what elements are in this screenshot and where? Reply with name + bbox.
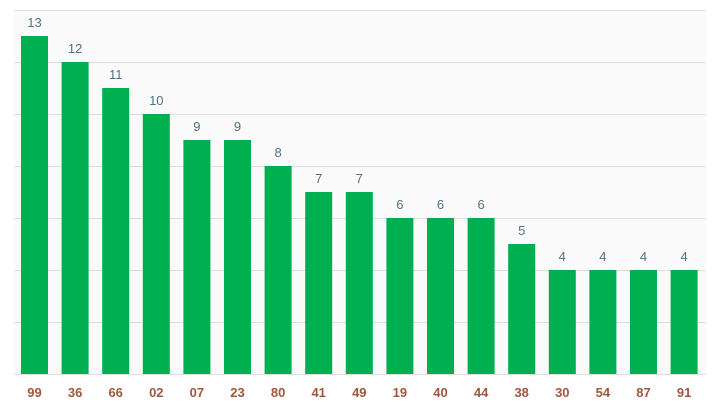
data-label-38: 5	[518, 223, 525, 238]
data-label-19: 6	[396, 197, 403, 212]
x-tick-label-99: 99	[27, 385, 41, 400]
x-tick-label-91: 91	[677, 385, 691, 400]
data-label-36: 12	[68, 41, 82, 56]
x-tick-label-40: 40	[433, 385, 447, 400]
x-tick-label-02: 02	[149, 385, 163, 400]
data-label-07: 9	[193, 119, 200, 134]
data-label-44: 6	[477, 197, 484, 212]
bar-02	[142, 114, 170, 374]
x-tick-label-87: 87	[636, 385, 650, 400]
bar-87	[630, 270, 657, 374]
x-tick-label-80: 80	[271, 385, 285, 400]
data-labels: 13 12 11 10 9 9 8 7 7 6 6 6 5 4 4 4 4	[27, 15, 687, 264]
bar-41	[305, 192, 333, 374]
x-axis-labels: 99 36 66 02 07 23 80 41 49 19 40 44 38 30 54 87 91	[27, 385, 691, 400]
data-label-99: 13	[27, 15, 41, 30]
data-label-87: 4	[640, 249, 647, 264]
x-tick-label-07: 07	[190, 385, 204, 400]
data-label-41: 7	[315, 171, 322, 186]
x-tick-label-66: 66	[108, 385, 122, 400]
bar-19	[386, 218, 414, 374]
x-tick-label-54: 54	[596, 385, 611, 400]
bar-23	[224, 140, 251, 374]
data-label-80: 8	[274, 145, 281, 160]
x-tick-label-36: 36	[68, 385, 82, 400]
x-tick-label-23: 23	[230, 385, 244, 400]
bar-99	[21, 36, 48, 374]
x-tick-label-44: 44	[474, 385, 489, 400]
data-label-91: 4	[680, 249, 687, 264]
data-label-49: 7	[356, 171, 363, 186]
data-label-66: 11	[109, 67, 123, 82]
bar-07	[183, 140, 211, 374]
bar-49	[345, 192, 373, 374]
x-tick-label-49: 49	[352, 385, 366, 400]
bar-66	[102, 88, 130, 374]
x-tick-label-38: 38	[514, 385, 528, 400]
x-tick-label-41: 41	[311, 385, 325, 400]
data-label-40: 6	[437, 197, 444, 212]
x-tick-label-19: 19	[393, 385, 407, 400]
bar-30	[548, 270, 576, 374]
bar-80	[264, 166, 292, 374]
bars	[21, 36, 698, 374]
data-label-23: 9	[234, 119, 241, 134]
bar-38	[508, 244, 536, 374]
bar-36	[61, 62, 89, 374]
data-label-02: 10	[149, 93, 163, 108]
data-label-54: 4	[599, 249, 606, 264]
data-label-30: 4	[559, 249, 566, 264]
x-tick-label-30: 30	[555, 385, 569, 400]
bar-54	[589, 270, 617, 374]
bar-40	[427, 218, 454, 374]
bar-44	[467, 218, 495, 374]
bar-91	[670, 270, 698, 374]
